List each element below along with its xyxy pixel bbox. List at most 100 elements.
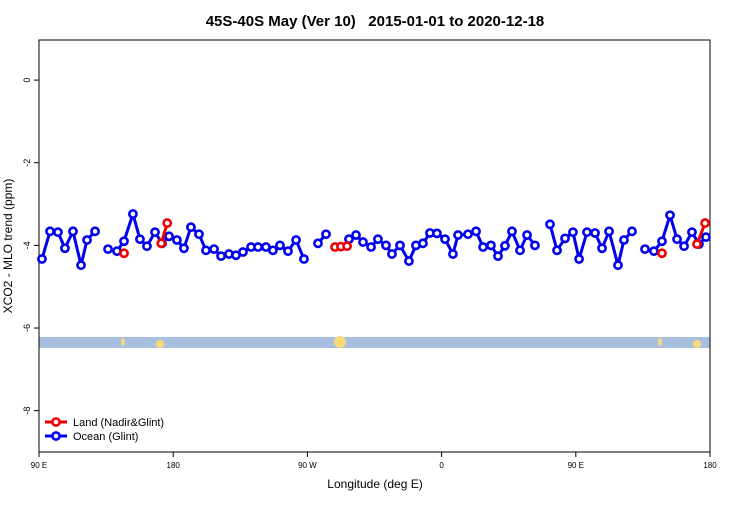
data-point <box>194 229 204 240</box>
data-point <box>507 226 517 237</box>
legend: Land (Nadir&Glint) Ocean (Glint) <box>45 417 164 443</box>
data-point <box>150 227 160 238</box>
data-point <box>522 230 532 240</box>
y-tick-label: -2 <box>22 159 32 167</box>
legend-label: Land (Nadir&Glint) <box>73 417 164 429</box>
data-point <box>404 256 414 266</box>
y-tick-label: -4 <box>22 241 32 249</box>
data-point <box>299 254 309 264</box>
series <box>37 208 711 271</box>
data-point <box>201 245 211 256</box>
data-point <box>172 235 182 245</box>
data-point <box>545 219 555 230</box>
x-tick-label: 90 W <box>298 461 317 470</box>
data-point <box>500 240 510 251</box>
chart-title: 45S-40S May (Ver 10) 2015-01-01 to 2020-… <box>206 13 545 30</box>
data-point <box>478 242 488 252</box>
y-tick-label: -6 <box>22 324 32 332</box>
land-spot <box>121 338 125 346</box>
data-point <box>119 248 129 259</box>
data-point <box>45 226 55 237</box>
data-point <box>448 249 458 259</box>
x-tick-label: 180 <box>167 461 181 470</box>
data-point <box>275 240 285 251</box>
data-point <box>640 244 650 254</box>
data-point <box>381 240 391 251</box>
series <box>119 218 710 259</box>
land-spot <box>693 340 701 348</box>
x-tick-label: 180 <box>703 461 717 470</box>
data-point <box>657 236 667 247</box>
data-point <box>128 209 138 219</box>
data-point <box>283 246 293 257</box>
data-point <box>268 245 278 256</box>
data-point <box>387 249 397 259</box>
data-point <box>560 233 570 244</box>
y-axis-label: XCO2 - MLO trend (ppm) <box>1 179 15 314</box>
data-point <box>366 242 376 252</box>
legend-label: Ocean (Glint) <box>73 431 138 443</box>
data-point <box>418 238 428 249</box>
land-spot <box>658 338 662 346</box>
data-point <box>493 251 503 262</box>
data-point <box>351 230 361 240</box>
data-point <box>590 228 600 238</box>
data-point <box>679 241 689 252</box>
legend-marker <box>51 431 61 441</box>
data-point <box>103 244 113 254</box>
data-point <box>463 229 473 240</box>
x-tick-label: 90 E <box>31 461 47 470</box>
data-point <box>604 226 614 237</box>
data-point <box>90 226 100 237</box>
data-point <box>313 238 323 249</box>
data-point <box>253 242 263 252</box>
data-point <box>162 218 173 228</box>
data-point <box>119 236 129 247</box>
data-point <box>432 228 442 239</box>
data-point <box>156 238 167 249</box>
data-point <box>37 254 47 264</box>
land-spot <box>156 340 164 348</box>
data-point <box>613 260 623 271</box>
ocean-band <box>39 337 710 348</box>
data-point <box>692 239 702 250</box>
data-point <box>373 234 383 245</box>
data-point <box>672 234 682 245</box>
data-point <box>619 235 629 245</box>
data-point <box>701 232 711 243</box>
data-point <box>216 251 226 262</box>
data-point <box>665 210 675 221</box>
land-spot <box>334 336 346 348</box>
data-point <box>358 237 368 247</box>
data-point <box>687 227 697 238</box>
data-point <box>552 245 562 256</box>
x-tick-label: 0 <box>439 461 444 470</box>
data-point <box>453 230 463 240</box>
data-point <box>649 246 659 257</box>
data-point <box>179 243 189 254</box>
plot-frame <box>38 39 711 453</box>
data-point <box>627 226 637 237</box>
data-point <box>68 226 78 237</box>
data-point <box>82 235 92 245</box>
data-point <box>568 227 578 238</box>
data-point <box>657 248 667 259</box>
x-tick-label: 90 E <box>568 461 584 470</box>
data-point <box>60 243 70 254</box>
x-axis-label: Longitude (deg E) <box>327 477 422 491</box>
data-point <box>486 240 496 251</box>
surface-band <box>39 336 710 348</box>
data-point <box>142 241 152 252</box>
data-point <box>76 260 86 271</box>
data-point <box>515 245 525 256</box>
y-tick-label: -8 <box>22 407 32 415</box>
data-point <box>209 244 219 254</box>
data-point <box>238 247 248 257</box>
data-point <box>471 226 481 237</box>
data-point <box>164 231 174 242</box>
data-point <box>530 240 540 251</box>
data-point <box>53 227 63 238</box>
data-point <box>700 218 710 228</box>
data-point <box>440 234 450 245</box>
